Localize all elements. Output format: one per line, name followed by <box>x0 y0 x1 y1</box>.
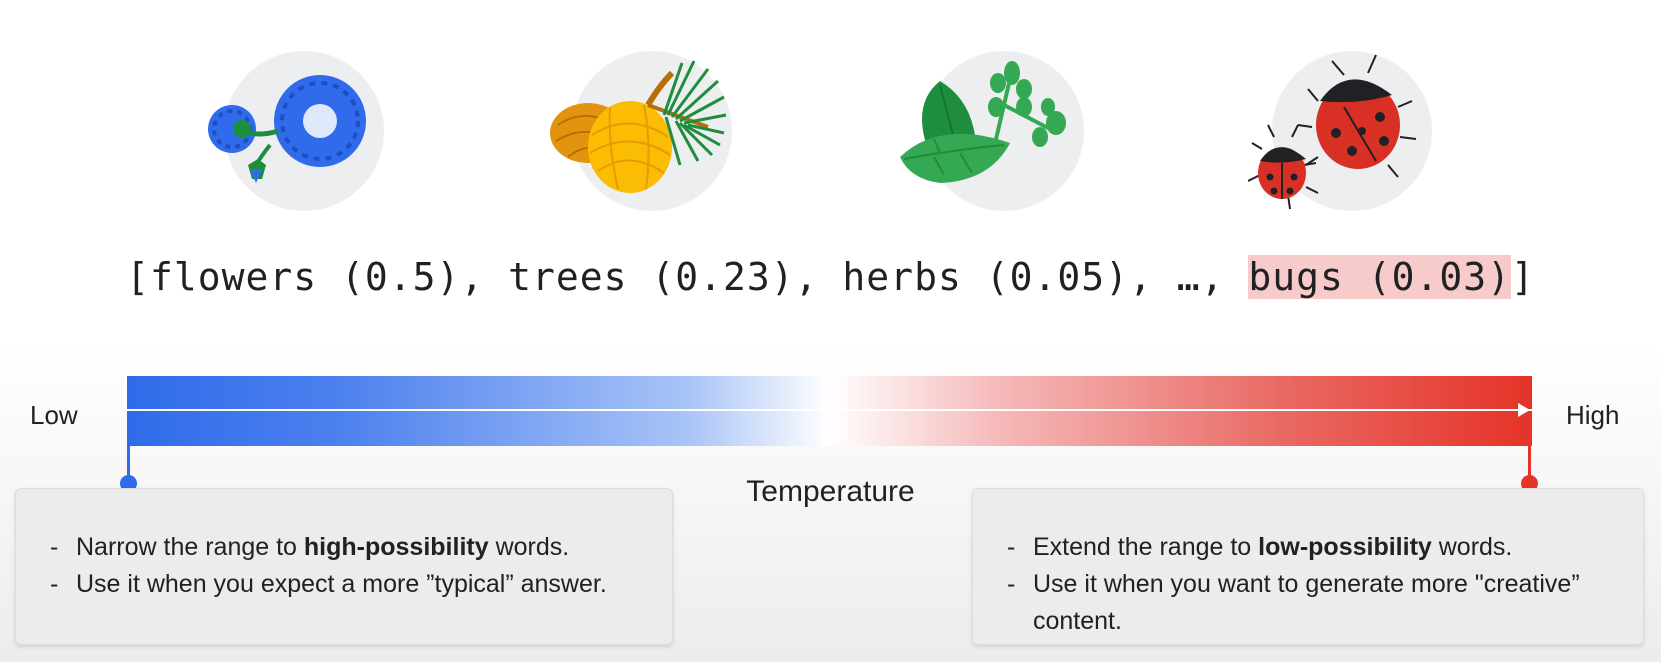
temperature-gradient-bar <box>127 376 1532 446</box>
list-open-bracket: [ <box>126 255 150 299</box>
flowers-illustration <box>200 45 384 215</box>
temperature-scale <box>127 376 1532 446</box>
high-temperature-box: Extend the range to low-possibility word… <box>972 488 1644 645</box>
high-point-1-bold: low-possibility <box>1258 533 1432 561</box>
scale-title: Temperature <box>746 475 915 508</box>
scale-arrow-line <box>127 409 1532 411</box>
high-connector-line <box>1528 446 1531 484</box>
pinecones-icon <box>550 60 727 193</box>
list-close-bracket: ] <box>1511 255 1535 299</box>
herbs-icon <box>900 61 1066 183</box>
low-box-point-2: Use it when you expect a more ”typical” … <box>36 566 648 603</box>
trees-illustration <box>548 45 732 215</box>
flowers-icon <box>208 75 366 183</box>
high-connector-dot <box>1521 475 1538 492</box>
low-point-1-text: Narrow the range to <box>76 533 304 561</box>
scale-low-label: Low <box>30 400 78 430</box>
scale-high-label: High <box>1566 400 1620 430</box>
low-point-1-end: words. <box>488 533 570 561</box>
token-probability-list: [flowers (0.5), trees (0.23), herbs (0.0… <box>0 255 1661 299</box>
low-point-1-bold: high-possibility <box>303 533 489 561</box>
token-items: flowers (0.5), trees (0.23), herbs (0.05… <box>149 255 1249 299</box>
low-connector-line <box>127 446 130 484</box>
bugs-illustration <box>1248 45 1432 215</box>
low-box-point-1: Narrow the range to high-possibility wor… <box>36 529 648 566</box>
high-point-1-text: Extend the range to <box>1033 533 1259 561</box>
low-connector-dot <box>120 475 137 492</box>
high-box-point-2: Use it when you want to generate more "c… <box>993 566 1619 640</box>
highlighted-token: bugs (0.03) <box>1248 255 1512 299</box>
ladybugs-icon <box>1248 54 1417 210</box>
high-point-1-end: words. <box>1431 533 1513 561</box>
herbs-illustration <box>900 45 1084 215</box>
high-box-point-1: Extend the range to low-possibility word… <box>993 529 1619 566</box>
low-temperature-box: Narrow the range to high-possibility wor… <box>15 488 673 645</box>
arrow-head-icon <box>1518 403 1530 417</box>
